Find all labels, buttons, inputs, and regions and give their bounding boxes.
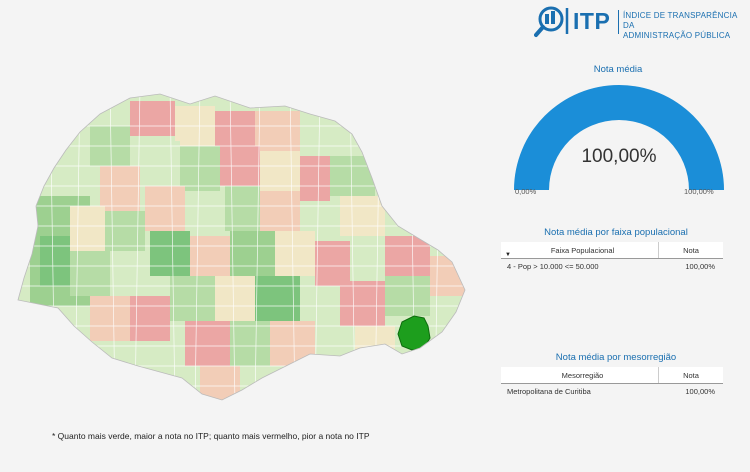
logo-subtitle-line1: ÍNDICE DE TRANSPARÊNCIA DA [623,11,738,30]
meso-table-header: Mesorregião Nota [501,367,723,384]
highlighted-municipality[interactable] [397,315,431,351]
faixa-nota-col-header[interactable]: Nota [683,245,699,255]
faixa-cell: 4 - Pop > 10.000 <= 50.000 [507,262,599,271]
logo-divider [618,10,619,34]
faixa-table-header: ▼ Faixa Populacional Nota [501,242,723,259]
gauge-value: 100,00% [581,146,657,167]
meso-table[interactable]: Mesorregião Nota Metropolitana de Curiti… [501,367,723,399]
table-row[interactable]: 4 - Pop > 10.000 <= 50.000 100,00% [501,259,723,274]
state-outline [17,93,466,401]
logo-title: ITP [573,8,611,34]
parana-municipalities-map[interactable] [10,86,470,406]
faixa-table-title: Nota média por faixa populacional [544,227,688,238]
meso-nota-col-header[interactable]: Nota [683,370,699,380]
table-row[interactable]: Metropolitana de Curitiba 100,00% [501,384,723,399]
meso-cell: Metropolitana de Curitiba [507,387,591,396]
gauge-title: Nota média [593,64,643,75]
meso-table-title: Nota média por mesorregião [555,352,677,363]
map-footnote: * Quanto mais verde, maior a nota no ITP… [52,431,370,441]
gauge-fill [514,85,724,190]
faixa-col-header[interactable]: Faixa Populacional [550,245,615,255]
nota-media-gauge[interactable] [506,76,732,200]
map-regions[interactable] [10,86,470,406]
sort-desc-icon[interactable]: ▼ [505,252,511,258]
magnifier-building-icon [534,6,569,37]
itp-logo: ITP ÍNDICE DE TRANSPARÊNCIA DA ADMINISTR… [534,4,748,41]
logo-subtitle: ÍNDICE DE TRANSPARÊNCIA DA ADMINISTRAÇÃO… [623,11,748,41]
gauge-max-label: 100,00% [684,187,714,196]
gauge-min-label: 0,00% [515,187,537,196]
faixa-table[interactable]: ▼ Faixa Populacional Nota 4 - Pop > 10.0… [501,242,723,274]
faixa-nota-cell: 100,00% [685,262,715,271]
meso-col-header[interactable]: Mesorregião [561,370,604,380]
meso-nota-cell: 100,00% [685,387,715,396]
logo-subtitle-line2: ADMINISTRAÇÃO PÚBLICA [623,31,731,40]
